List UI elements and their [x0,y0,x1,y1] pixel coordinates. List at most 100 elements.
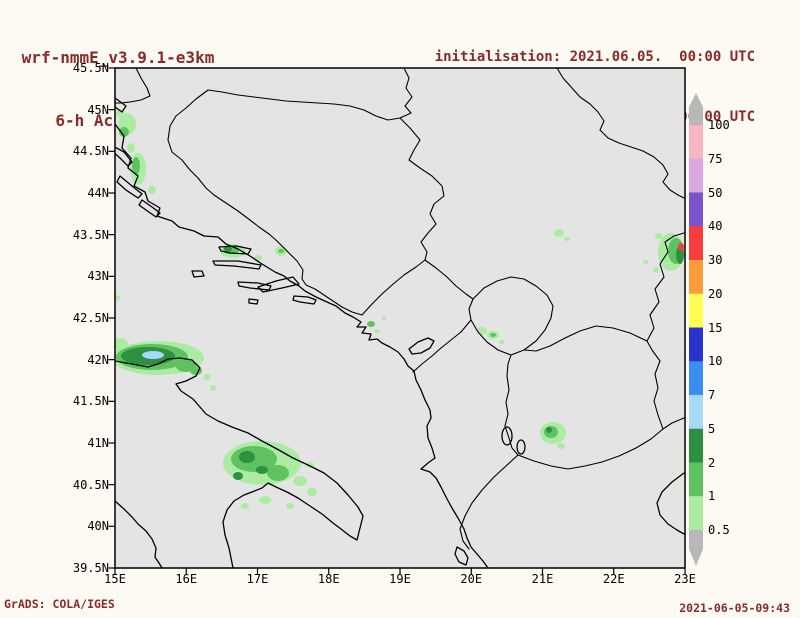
legend-cell [689,158,703,193]
legend-value: 10 [708,354,723,369]
precip-cell-5 [142,351,164,359]
precip-cell-0.5 [148,186,156,194]
legend-arrow-down [689,530,703,566]
border-greece-macedonia-bulgaria [517,417,685,470]
border-croatia-serbia-danube [399,68,413,119]
precip-cell-0.5 [564,237,570,241]
map-frame [114,67,686,569]
island-vis [191,270,205,278]
render-timestamp: 2021-06-05-09:43 [679,601,790,615]
island-pag [115,146,133,167]
precip-cell-1 [267,465,289,481]
legend-cell [689,125,703,160]
legend-value: 5 [708,421,716,436]
legend-value: 2 [708,455,716,470]
legend-value: 75 [708,151,723,166]
border-slovenia-croatia [115,68,151,104]
legend-value: 0.5 [708,523,730,537]
precip-cell-2 [233,472,243,480]
island-lastovo [248,298,259,305]
lon-tick-label: 22E [602,572,625,586]
lon-tick-label: 15E [104,572,126,586]
border-croatia-bosnia-west [167,89,363,316]
lon-tick-label: 21E [531,572,554,586]
legend-cell [689,226,703,261]
legend-cell [689,496,703,531]
peninsula-peljesac [257,276,300,293]
coastline-east-adriatic [115,123,489,568]
precip-cell-0.5 [293,476,307,486]
precip-cell-0.5 [210,385,216,391]
island-mljet [292,295,317,305]
precip-cell-0.5 [374,329,380,333]
lake-ohrid [501,426,513,446]
border-macedonia-serbia [523,325,648,352]
lat-tick-label: 45.5N [72,61,109,75]
lon-tick-label: 17E [246,572,269,586]
lat-tick-label: 43N [87,269,109,284]
border-montenegro-serbia [424,259,474,300]
border-serbia-bulgaria [646,232,685,342]
lat-tick-label: 44.5N [72,144,109,159]
precip-cell-1 [367,321,375,327]
coastlines [115,97,685,568]
lat-tick-label: 44N [87,186,109,200]
legend-value: 50 [708,185,723,200]
precip-cell-0.5 [307,488,317,496]
legend-colorbar [689,93,703,566]
precip-cell-0.5 [499,340,505,344]
lat-tick-label: 41N [87,436,109,450]
border-kosovo-ring [468,276,554,356]
precip-cell-0.5 [557,443,565,449]
legend-value: 15 [708,320,723,335]
precip-cell-2 [224,246,232,252]
precip-cell-2 [256,466,268,474]
lon-tick-label: 16E [175,572,198,586]
lat-tick-label: 40N [87,519,109,534]
coastline-italy-adriatic [115,357,364,568]
grads-credit: GrADS: COLA/IGES [4,597,115,611]
map-background [115,68,685,568]
legend-cell [689,395,703,430]
island-dugi-otok [116,175,143,199]
lat-tick-label: 45N [87,102,109,117]
precip-cell-0.5 [653,267,659,273]
precip-cell-0.5 [655,233,663,239]
precip-cell-1 [119,127,129,137]
precip-cell-0.5 [477,327,487,335]
lon-tick-label: 20E [460,572,483,586]
lake-prespa [516,439,526,455]
border-croatia-bosnia-sava [207,89,401,121]
precip-cell-2 [546,427,552,433]
legend-value: 20 [708,286,723,301]
precip-cell-0.5 [643,260,649,264]
coastline-greece-thermaic [656,472,685,535]
precip-cell-0.5 [115,338,128,350]
legend-value: 30 [708,253,723,267]
border-macedonia-bulgaria [646,340,664,430]
island-kornati [138,199,161,218]
border-albania-macedonia [504,354,519,456]
lat-tick-label: 40.5N [72,477,109,492]
legend-cell [689,192,703,227]
island-corfu [454,546,469,566]
precip-cell-0.5 [241,503,249,509]
precip-cell-1 [132,157,140,175]
precip-cell-1 [278,249,284,253]
precip-cell-1 [490,333,496,337]
border-serbia-romania [556,68,685,199]
precip-cell-0.5 [382,316,386,320]
border-bosnia-serbia-drina [399,117,445,261]
legend-cell [689,462,703,497]
lon-tick-label: 23E [674,572,696,586]
precip-cell-0.5 [554,229,564,237]
legend-cell [689,260,703,295]
border-montenegro-albania [412,319,472,373]
coastline-italy-tyrrhenian [115,500,163,568]
lat-tick-label: 43.5N [72,227,109,242]
legend-value: 7 [708,388,716,402]
border-greece-albania [459,454,519,550]
precip-cell-30 [678,243,684,251]
